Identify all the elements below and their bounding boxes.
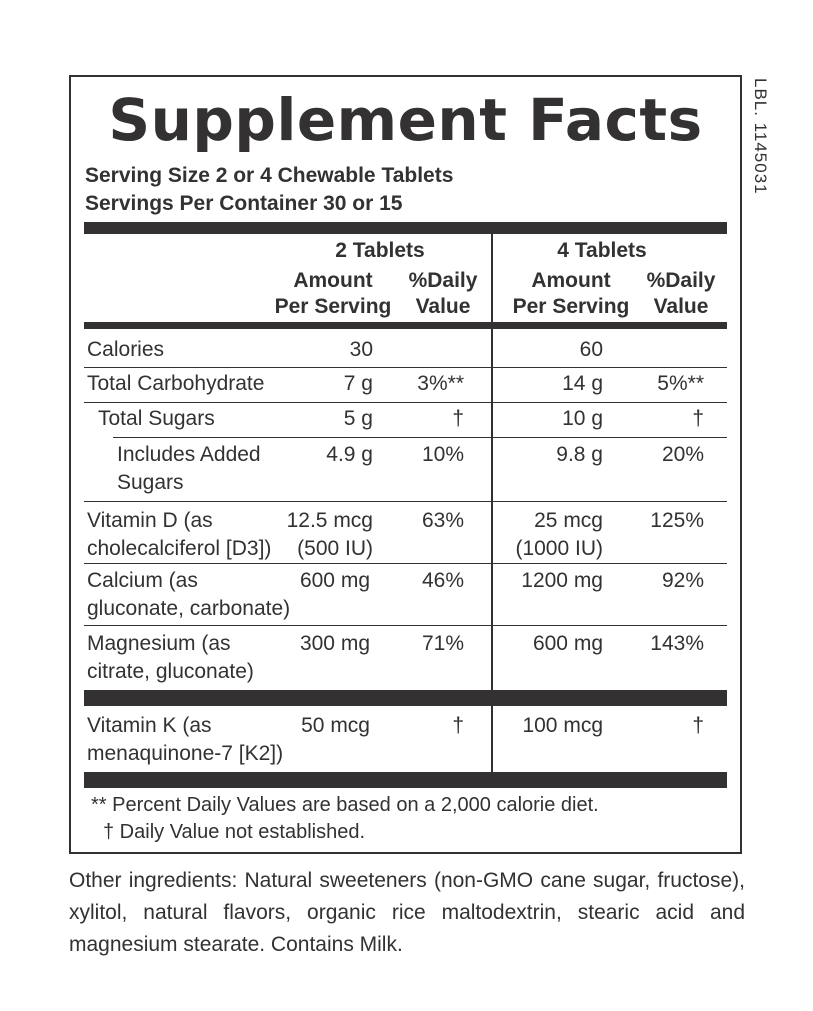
calories-amt-2: 30 — [349, 338, 373, 361]
rule-sugars — [113, 437, 727, 438]
sugars-amt-4: 10 g — [562, 407, 603, 430]
vitamin-k-amt-4: 100 mcg — [522, 714, 603, 737]
supplement-facts-panel: Supplement Facts Serving Size 2 or 4 Che… — [69, 75, 742, 854]
calcium-dv-2: 46% — [421, 569, 464, 592]
footnote-percent-dv: ** Percent Daily Values are based on a 2… — [91, 794, 599, 816]
row-label-carb: Total Carbohydrate — [87, 372, 265, 395]
magnesium-dv-4: 143% — [650, 632, 704, 655]
sugars-amt-2: 5 g — [343, 407, 373, 430]
dv-header-2: %Daily Value — [408, 269, 478, 318]
serving-size: Serving Size 2 or 4 Chewable Tablets — [85, 164, 454, 187]
row-label-vitamin-k: Vitamin K (as menaquinone-7 [K2]) — [87, 714, 284, 765]
magnesium-dv-2: 71% — [421, 632, 464, 655]
amount-header-2: Amount Per Serving — [274, 269, 392, 318]
servings-per-container: Servings Per Container 30 or 15 — [85, 192, 403, 215]
row-label-calories: Calories — [87, 338, 165, 361]
calories-amt-4: 60 — [579, 338, 603, 361]
vitamin-d-dv-4: 125% — [650, 509, 704, 532]
calcium-amt-2: 600 mg — [299, 569, 370, 592]
top-thick-bar — [84, 222, 727, 234]
other-ingredients: Other ingredients: Natural sweeteners (n… — [69, 869, 745, 956]
rule-added-sugars — [84, 501, 727, 502]
vitamin-d-amt-2: 12.5 mcg (500 IU) — [286, 509, 373, 560]
group-4-tablets: 4 Tablets — [557, 239, 647, 262]
sugars-dv-4: † — [692, 407, 704, 430]
rule-vitamin-d — [84, 563, 727, 564]
column-divider-body — [491, 329, 493, 690]
bottom-thick-bar — [84, 772, 727, 788]
carb-amt-2: 7 g — [343, 372, 373, 395]
carb-dv-2: 3%** — [417, 372, 464, 395]
row-label-vitamin-d: Vitamin D (as cholecalciferol [D3]) — [87, 509, 272, 560]
header-bar — [84, 322, 727, 329]
vitamin-k-amt-2: 50 mcg — [301, 714, 370, 737]
carb-amt-4: 14 g — [562, 372, 603, 395]
column-divider-header — [491, 234, 493, 322]
added-sugars-dv-2: 10% — [421, 443, 464, 466]
column-divider-vitk — [491, 706, 493, 772]
dv-header-4: %Daily Value — [646, 269, 716, 318]
magnesium-amt-4: 600 mg — [532, 632, 603, 655]
row-label-added-sugars: Includes Added Sugars — [117, 443, 261, 494]
rule-carb — [84, 402, 727, 403]
calcium-amt-4: 1200 mg — [521, 569, 603, 592]
rule-calories — [84, 367, 727, 368]
mid-thick-bar — [84, 690, 727, 706]
vitamin-k-dv-4: † — [692, 714, 704, 737]
vitamin-d-amt-4: 25 mcg (1000 IU) — [515, 509, 603, 560]
footnote-dagger: † Daily Value not established. — [103, 821, 366, 843]
added-sugars-amt-4: 9.8 g — [556, 443, 603, 466]
carb-dv-4: 5%** — [657, 372, 704, 395]
vitamin-k-dv-2: † — [452, 714, 464, 737]
row-label-magnesium: Magnesium (as citrate, gluconate) — [87, 632, 254, 683]
panel-title: Supplement Facts — [108, 86, 703, 154]
group-2-tablets: 2 Tablets — [335, 239, 425, 262]
added-sugars-amt-2: 4.9 g — [326, 443, 373, 466]
row-label-calcium: Calcium (as gluconate, carbonate) — [87, 569, 291, 620]
rule-calcium — [84, 625, 727, 626]
calcium-dv-4: 92% — [661, 569, 704, 592]
amount-header-4: Amount Per Serving — [512, 269, 630, 318]
vitamin-d-dv-2: 63% — [421, 509, 464, 532]
label-code: LBL. 1145031 — [751, 78, 770, 195]
added-sugars-dv-4: 20% — [661, 443, 704, 466]
sugars-dv-2: † — [452, 407, 464, 430]
row-label-sugars: Total Sugars — [98, 407, 215, 430]
magnesium-amt-2: 300 mg — [299, 632, 370, 655]
